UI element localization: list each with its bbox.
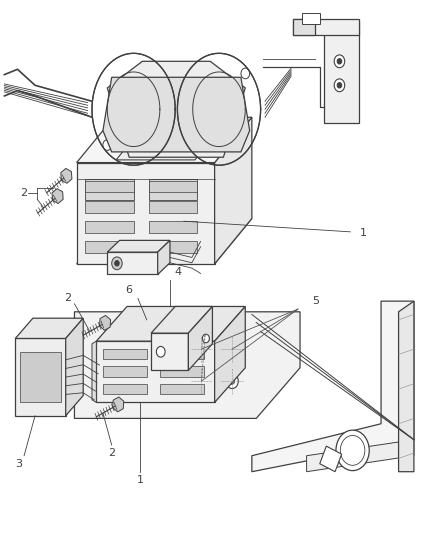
Polygon shape <box>215 306 245 402</box>
Circle shape <box>215 105 223 114</box>
Circle shape <box>195 342 208 357</box>
Polygon shape <box>188 306 212 370</box>
Circle shape <box>112 257 122 270</box>
Polygon shape <box>77 163 215 264</box>
Polygon shape <box>324 21 359 123</box>
Polygon shape <box>85 201 134 213</box>
Circle shape <box>188 140 197 150</box>
Circle shape <box>156 346 165 357</box>
Text: 1: 1 <box>360 229 367 238</box>
Circle shape <box>340 435 365 465</box>
Circle shape <box>337 59 342 64</box>
Polygon shape <box>77 219 252 264</box>
Text: 2: 2 <box>21 189 28 198</box>
Polygon shape <box>215 117 252 264</box>
Circle shape <box>155 68 164 79</box>
Polygon shape <box>85 179 134 200</box>
Polygon shape <box>85 181 134 192</box>
Polygon shape <box>96 341 215 402</box>
Polygon shape <box>399 301 414 472</box>
Polygon shape <box>107 252 158 274</box>
Circle shape <box>336 430 369 471</box>
Circle shape <box>230 346 235 352</box>
Polygon shape <box>96 306 245 341</box>
Polygon shape <box>320 446 342 472</box>
Polygon shape <box>66 318 83 416</box>
Polygon shape <box>302 13 320 24</box>
Circle shape <box>130 105 137 114</box>
Polygon shape <box>151 306 212 333</box>
Polygon shape <box>151 333 188 370</box>
Polygon shape <box>103 349 147 359</box>
Polygon shape <box>149 201 197 213</box>
Text: 1: 1 <box>137 475 144 484</box>
Text: 4: 4 <box>175 267 182 277</box>
Polygon shape <box>116 137 214 160</box>
Polygon shape <box>158 240 170 274</box>
Text: 3: 3 <box>15 459 22 469</box>
Polygon shape <box>149 221 197 233</box>
Circle shape <box>241 68 250 79</box>
Polygon shape <box>103 77 250 152</box>
Polygon shape <box>160 366 204 377</box>
Polygon shape <box>149 181 197 192</box>
Circle shape <box>126 100 141 119</box>
Polygon shape <box>149 179 197 200</box>
Polygon shape <box>74 312 300 418</box>
Circle shape <box>115 261 119 266</box>
Circle shape <box>226 374 238 389</box>
Polygon shape <box>107 240 170 252</box>
Polygon shape <box>293 19 359 35</box>
Polygon shape <box>15 318 83 338</box>
Polygon shape <box>293 19 315 35</box>
Polygon shape <box>85 221 134 233</box>
Polygon shape <box>252 301 414 472</box>
Polygon shape <box>52 189 63 204</box>
Circle shape <box>211 100 227 119</box>
Text: 2: 2 <box>108 448 115 458</box>
Polygon shape <box>107 61 245 157</box>
Polygon shape <box>20 352 61 402</box>
Circle shape <box>334 79 345 92</box>
Text: 2: 2 <box>64 294 71 303</box>
Polygon shape <box>149 241 197 253</box>
Polygon shape <box>15 338 66 416</box>
Circle shape <box>199 346 204 352</box>
Circle shape <box>337 83 342 88</box>
Text: 5: 5 <box>312 296 319 306</box>
Circle shape <box>226 342 238 357</box>
Polygon shape <box>85 241 134 253</box>
Polygon shape <box>160 349 204 359</box>
Polygon shape <box>77 117 252 163</box>
Polygon shape <box>103 384 147 394</box>
Circle shape <box>202 334 209 343</box>
Circle shape <box>199 378 204 384</box>
Polygon shape <box>113 397 124 412</box>
Text: 6: 6 <box>126 286 133 295</box>
Polygon shape <box>160 384 204 394</box>
Circle shape <box>230 378 235 384</box>
Polygon shape <box>307 440 414 472</box>
Polygon shape <box>103 366 147 377</box>
Polygon shape <box>99 316 111 330</box>
Circle shape <box>334 55 345 68</box>
Circle shape <box>103 140 112 150</box>
Polygon shape <box>61 168 72 183</box>
Polygon shape <box>92 341 96 402</box>
Circle shape <box>195 374 208 389</box>
